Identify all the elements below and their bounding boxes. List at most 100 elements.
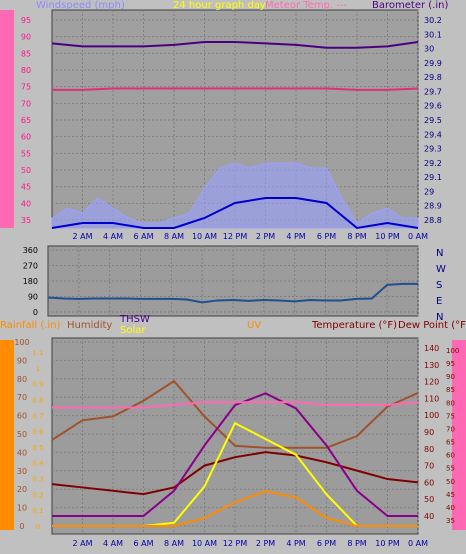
- top-x-tick: 12 PM: [223, 232, 248, 241]
- series-dew-point: [52, 401, 419, 409]
- dew-tick: 60: [446, 452, 455, 460]
- mid-compass-label: W: [436, 264, 446, 275]
- top-left-tick: 60: [21, 133, 31, 142]
- temp-tick: 70: [424, 462, 434, 471]
- legend-temp: Meteor Temp. ---: [265, 0, 347, 11]
- dew-tick: 45: [446, 491, 455, 499]
- top-left-tick: 45: [21, 183, 31, 192]
- dew-tick: 90: [446, 373, 455, 381]
- top-right-tick: 28.9: [424, 202, 442, 211]
- top-x-tick: 2 AM: [72, 232, 92, 241]
- solar-tick: 0: [36, 523, 40, 531]
- bot-x-tick: 10 AM: [192, 539, 217, 548]
- dew-tick: 50: [446, 478, 455, 486]
- top-right-tick: 29.8: [424, 73, 442, 82]
- top-x-tick: 4 AM: [103, 232, 123, 241]
- temp-tick: 100: [424, 411, 439, 420]
- legend-uv: UV: [247, 320, 261, 331]
- top-right-tick: 29: [424, 187, 434, 196]
- mid-compass-label: E: [436, 296, 442, 307]
- top-x-tick: 10 PM: [375, 232, 400, 241]
- top-left-tick: 55: [21, 149, 31, 158]
- solar-tick: 0.2: [32, 491, 43, 499]
- dew-tick: 35: [446, 517, 455, 525]
- top-right-tick: 28.8: [424, 216, 442, 225]
- top-x-tick: 4 PM: [286, 232, 305, 241]
- temp-tick: 110: [424, 394, 439, 403]
- legend-barometer: Barometer (.in): [372, 0, 448, 11]
- solar-tick: 1: [36, 365, 40, 373]
- top-x-tick: 8 AM: [164, 232, 184, 241]
- humidity-tick: 30: [17, 467, 27, 476]
- temp-tick: 120: [424, 378, 439, 387]
- mid-left-tick: 360: [23, 246, 38, 255]
- legend-rainfall: Rainfall (.in): [0, 320, 61, 331]
- bot-x-tick: 2 PM: [256, 539, 275, 548]
- top-x-tick: 6 PM: [317, 232, 336, 241]
- top-x-tick: 8 PM: [347, 232, 366, 241]
- bot-x-tick: 8 PM: [347, 539, 366, 548]
- top-x-tick: 0 AM: [408, 232, 428, 241]
- legend-dew-point: Dew Point (°F): [398, 320, 466, 331]
- legend-temperature: Temperature (°F): [311, 320, 397, 331]
- legend-solar: Solar: [120, 325, 146, 336]
- top-right-tick: 29.2: [424, 159, 442, 168]
- legend-thsw: THSW: [119, 314, 150, 325]
- dew-tick: 100: [446, 347, 459, 355]
- temp-tick: 140: [424, 344, 439, 353]
- top-right-tick: 30: [424, 45, 434, 54]
- top-left-tick: 90: [21, 33, 31, 42]
- temp-tick: 80: [424, 445, 434, 454]
- humidity-tick: 40: [17, 448, 27, 457]
- mid-left-tick: 270: [23, 262, 38, 271]
- bot-x-tick: 6 AM: [133, 539, 153, 548]
- mid-left-tick: 90: [28, 293, 38, 302]
- humidity-tick: 50: [17, 430, 27, 439]
- series-humidity: [51, 379, 419, 449]
- dew-tick: 95: [446, 360, 455, 368]
- solar-tick: 1.1: [32, 349, 43, 357]
- mid-left-tick: 0: [33, 308, 38, 317]
- top-left-tick: 95: [21, 16, 31, 25]
- dew-tick: 75: [446, 412, 455, 420]
- top-right-tick: 29.9: [424, 59, 442, 68]
- dew-tick: 80: [446, 399, 455, 407]
- humidity-tick: 90: [17, 356, 27, 365]
- solar-tick: 0.8: [32, 396, 43, 404]
- bottom-left-ruler: [0, 340, 14, 530]
- bottom-right-ruler: [452, 340, 466, 530]
- legend-windspeed: Windspeed (mph): [36, 0, 125, 11]
- series-uv: [52, 490, 418, 527]
- dew-tick: 65: [446, 439, 455, 447]
- dew-tick: 55: [446, 465, 455, 473]
- top-left-tick: 85: [21, 49, 31, 58]
- humidity-tick: 70: [17, 393, 27, 402]
- windspeed-area: [51, 162, 419, 229]
- top-right-tick: 30.2: [424, 16, 442, 25]
- solar-tick: 0.6: [32, 428, 44, 436]
- legend-humidity: Humidity: [67, 320, 112, 331]
- top-right-tick: 29.5: [424, 116, 442, 125]
- mid-compass-label: S: [436, 280, 442, 291]
- top-right-tick: 30.1: [424, 30, 442, 39]
- solar-tick: 0.9: [32, 381, 43, 389]
- mid-compass-label: N: [436, 248, 443, 259]
- series-wind-direction: [47, 282, 418, 304]
- temp-tick: 60: [424, 478, 434, 487]
- bot-x-tick: 0 AM: [408, 539, 428, 548]
- solar-tick: 0.5: [32, 444, 43, 452]
- humidity-tick: 100: [14, 338, 29, 347]
- humidity-tick: 60: [17, 412, 27, 421]
- humidity-tick: 20: [17, 485, 27, 494]
- series-temperature: [51, 451, 419, 496]
- humidity-tick: 0: [19, 522, 24, 531]
- series-barometer: [51, 40, 419, 49]
- top-left-tick: 35: [21, 216, 31, 225]
- temp-tick: 130: [424, 361, 439, 370]
- temp-tick: 40: [424, 512, 434, 521]
- bot-x-tick: 6 PM: [317, 539, 336, 548]
- top-left-tick: 75: [21, 83, 31, 92]
- solar-tick: 0.3: [32, 476, 43, 484]
